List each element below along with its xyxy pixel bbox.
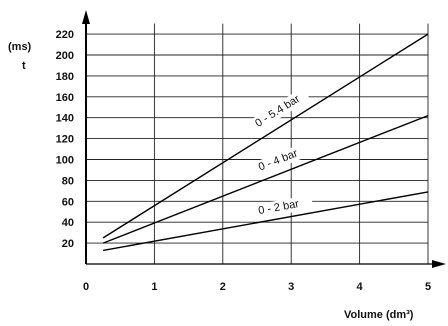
series-label-bg-1 <box>247 141 313 178</box>
series-label-bg-2 <box>247 194 314 220</box>
axes <box>82 10 446 268</box>
y-tick-label-9: 200 <box>56 50 74 62</box>
y-tick-label-10: 220 <box>56 29 74 41</box>
series-line-1 <box>102 114 429 244</box>
series-label-0: 0 - 5.4 bar <box>253 93 302 130</box>
series-label-bg-0 <box>248 87 311 134</box>
x-tick-label-3: 3 <box>288 281 294 293</box>
series-lines <box>102 33 429 252</box>
tick-labels: 20 40 60 80 100 120 140 160 180 200 220 0 1 2 3 4 5 <box>56 29 431 293</box>
x-tick-label-2: 2 <box>220 281 226 293</box>
grid <box>86 23 429 264</box>
y-tick-label-6: 140 <box>56 113 74 125</box>
y-tick-label-0: 20 <box>62 238 74 250</box>
y-tick-label-2: 60 <box>62 196 74 208</box>
y-tick-label-7: 160 <box>56 92 74 104</box>
x-axis-arrow <box>432 260 446 268</box>
x-axis-label: Volume (dm³) <box>344 309 414 321</box>
y-tick-label-1: 40 <box>62 217 74 229</box>
series-line-2 <box>102 191 429 252</box>
x-tick-label-4: 4 <box>357 281 364 293</box>
x-tick-label-0: 0 <box>83 281 89 293</box>
y-axis-arrow <box>82 10 90 24</box>
y-tick-label-4: 100 <box>56 155 74 167</box>
y-unit-label: (ms) <box>8 41 32 53</box>
x-tick-label-5: 5 <box>425 281 431 293</box>
x-tick-label-1: 1 <box>151 281 157 293</box>
series-label-1: 0 - 4 bar <box>257 147 300 173</box>
y-symbol-label: t <box>22 60 26 72</box>
series-line-0 <box>102 33 429 239</box>
y-tick-label-5: 120 <box>56 134 74 146</box>
y-tick-label-3: 80 <box>62 175 74 187</box>
y-tick-label-8: 180 <box>56 71 74 83</box>
